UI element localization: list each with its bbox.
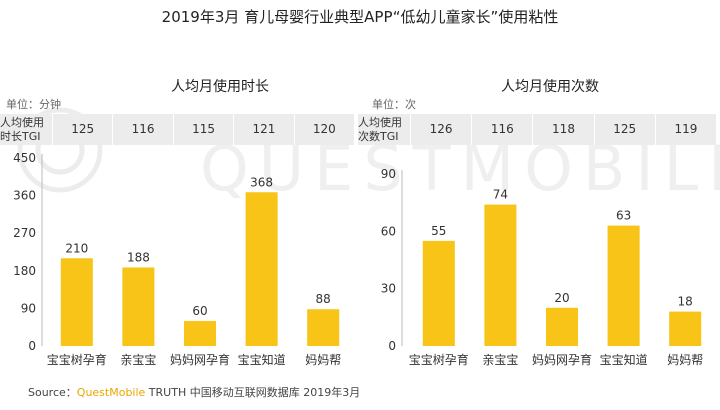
left-tgi-cell: 121 [233,114,293,145]
y-tick-label: 90 [21,301,36,315]
right-unit: 单位：次 [372,98,416,111]
bar [307,309,340,346]
right-tgi-cell: 116 [471,114,532,145]
page-title: 2019年3月 育儿母婴行业典型APP“低幼儿童家长”使用粘性 [161,8,559,26]
category-label: 宝宝知道 [238,353,286,367]
right-tgi-cell: 126 [410,114,471,145]
bar [545,307,579,346]
category-label: 宝宝树孕育 [409,352,469,367]
source-brand: QuestMobile [76,386,146,399]
bar [183,320,217,346]
y-tick-label: 0 [28,339,36,353]
data-label: 188 [127,250,150,264]
source-prefix: Source： [28,386,77,399]
bar [484,204,517,346]
y-tick-label: 450 [13,151,36,165]
data-label: 20 [554,291,569,305]
right-tgi-cell: 118 [532,114,593,145]
left-unit: 单位：分钟 [6,98,61,111]
category-label: 妈妈帮 [305,353,341,367]
category-label: 妈妈帮 [667,353,703,367]
left-chart-title: 人均月使用时长 [171,79,269,95]
source-rest: TRUTH 中国移动互联网数据库 2019年3月 [145,386,361,399]
data-label: 74 [493,188,508,202]
data-label: 60 [192,304,207,318]
data-label: 55 [431,224,446,238]
bar [607,225,640,346]
y-tick-label: 180 [13,264,36,278]
right-tgi-row: 人均使用次数TGI 126 116 118 125 119 [358,114,716,145]
category-label: 宝宝树孕育 [47,352,107,367]
bar [669,311,702,346]
bar [422,240,455,346]
data-label: 18 [678,295,693,309]
data-label: 368 [250,175,273,189]
category-label: 宝宝知道 [600,353,648,367]
data-label: 88 [316,292,331,306]
y-tick-label: 270 [13,226,36,240]
bar [122,267,155,346]
category-label: 妈妈网孕育 [170,352,230,367]
left-tgi-cell: 125 [52,114,112,145]
data-label: 210 [65,241,88,255]
bar [245,192,278,346]
category-label: 妈妈网孕育 [532,352,592,367]
category-label: 亲宝宝 [120,353,156,367]
category-label: 亲宝宝 [482,353,518,367]
right-chart-title: 人均月使用次数 [501,79,599,95]
y-tick-label: 360 [13,189,36,203]
bar [60,258,93,346]
y-tick-label: 30 [381,282,396,296]
left-tgi-cell: 115 [172,114,233,145]
y-tick-label: 60 [381,224,396,238]
right-tgi-cell: 119 [654,114,716,145]
left-tgi-cell: 116 [112,114,172,145]
right-tgi-label: 人均使用次数TGI [358,116,402,143]
data-label: 63 [616,209,631,223]
left-tgi-row: 人均使用时长TGI 125 116 115 121 120 [0,114,354,145]
y-tick-label: 90 [381,167,396,181]
left-tgi-label: 人均使用时长TGI [0,116,44,143]
source-note: Source：QuestMobile TRUTH 中国移动互联网数据库 2019… [28,384,360,400]
y-tick-label: 0 [388,339,396,353]
right-bar-chart: 0 30 60 90 55 宝宝树孕育 74 亲宝宝 20 妈妈网孕育 63 宝宝知道 18 妈妈帮 [381,167,703,367]
right-tgi-cell: 125 [593,114,655,145]
left-tgi-cell: 120 [293,114,354,145]
left-bar-chart: 0 90 180 270 360 450 210 宝宝树孕育 188 亲宝宝 60 妈妈网孕育 368 宝… [13,151,341,367]
